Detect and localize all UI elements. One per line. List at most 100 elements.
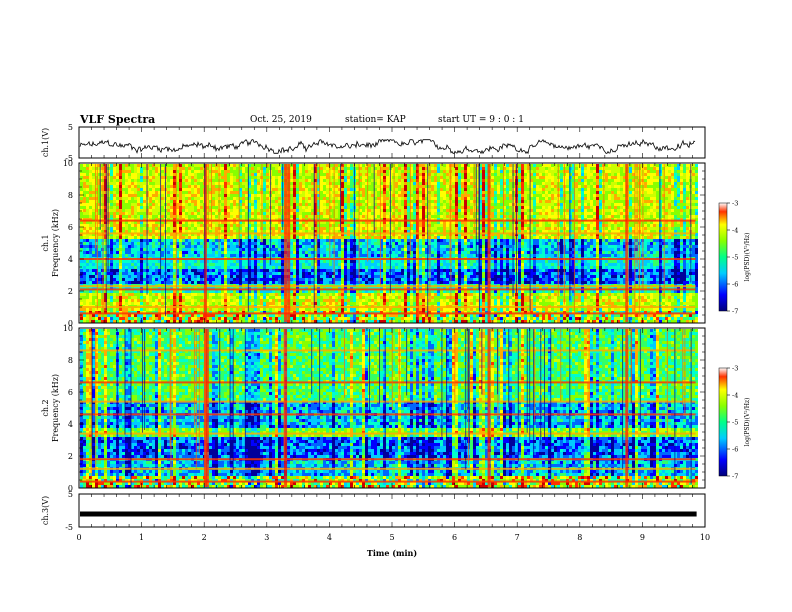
ch1-wave-ylabel: ch.1(V) (41, 128, 50, 157)
streak (513, 164, 514, 297)
streak (170, 329, 171, 446)
spectral-line (80, 481, 696, 483)
spectral-line (80, 381, 696, 383)
burst-line (488, 164, 491, 322)
streak (142, 329, 143, 433)
streak (569, 329, 570, 437)
x-tick-label: 9 (640, 533, 645, 542)
ch2-spec-ytick-label: 10 (63, 324, 73, 333)
streak (664, 164, 665, 298)
spectral-line (80, 401, 696, 403)
streak (550, 329, 551, 478)
streak (476, 164, 477, 257)
ch1-spec-ytick-label: 10 (63, 159, 73, 168)
flat-trace (80, 512, 697, 517)
streak (95, 329, 96, 470)
streak (690, 164, 691, 282)
spectral-line (80, 220, 696, 222)
wave-trace (80, 140, 695, 154)
streak (427, 164, 428, 317)
spectrogram-2 (80, 329, 698, 488)
streak (204, 164, 205, 285)
streak (465, 329, 466, 469)
streak (558, 164, 559, 297)
streak (533, 329, 534, 457)
spectral-line (80, 232, 696, 234)
spectral-line (80, 312, 696, 314)
streak (314, 164, 315, 308)
streak (503, 164, 504, 234)
streak (569, 164, 570, 300)
streak (367, 164, 368, 261)
colorbar-tick-label: -3 (732, 365, 738, 373)
streak (622, 329, 623, 469)
ch3-wave-ylabel: ch.3(V) (41, 496, 50, 525)
streak (454, 329, 455, 403)
streak (530, 164, 531, 311)
colorbar-label: log(PSD)(V²/Hz) (744, 398, 751, 447)
streak (369, 329, 370, 413)
spectral-line (80, 458, 696, 460)
ch3-wave-ytick-label: -5 (65, 523, 73, 532)
colorbar-tick-label: -7 (732, 473, 738, 481)
burst-line (625, 329, 628, 487)
streak (100, 164, 101, 230)
streak (311, 329, 312, 394)
streak (479, 164, 480, 311)
streak (674, 329, 675, 480)
x-tick-label: 7 (515, 533, 520, 542)
streak (534, 329, 535, 422)
streak (91, 329, 92, 480)
streak (211, 164, 212, 229)
colorbar-tick-label: -6 (732, 446, 738, 454)
spectral-line (80, 306, 696, 308)
streak (219, 329, 220, 413)
ch2-spec-ytick-label: 2 (68, 452, 73, 461)
ch2-spec-ytick-label: 4 (68, 420, 73, 429)
streak (230, 329, 231, 464)
streak (319, 164, 320, 238)
x-tick-label: 10 (700, 533, 710, 542)
colorbar-tick-label: -7 (732, 308, 738, 316)
spectral-line (80, 468, 696, 470)
streak (544, 329, 545, 440)
x-tick-label: 1 (139, 533, 144, 542)
streak (248, 164, 249, 312)
streak (117, 329, 118, 449)
streak (270, 164, 271, 265)
ch2-spec-ytick-label: 6 (68, 388, 73, 397)
streak (639, 164, 640, 316)
streak (518, 329, 519, 462)
colorbar-tick-label: -3 (732, 200, 738, 208)
streak (204, 329, 205, 421)
burst-line (206, 329, 209, 487)
streak (516, 164, 517, 293)
colorbar (719, 203, 727, 311)
streak (374, 164, 375, 233)
spectral-line (80, 288, 696, 290)
burst-line (287, 164, 290, 322)
streak (176, 164, 177, 320)
ch2-spec-ylabel: ch.2 (41, 399, 50, 416)
burst-line (284, 164, 287, 322)
streak (199, 329, 200, 454)
streak (392, 329, 393, 409)
ch2-spec-ytick-label: 8 (68, 356, 73, 365)
streak (95, 164, 96, 248)
streak (564, 164, 565, 305)
streak (329, 164, 330, 259)
streak (233, 329, 234, 470)
streak (474, 164, 475, 233)
x-tick-label: 4 (327, 533, 332, 542)
streak (667, 329, 668, 436)
ch1-spec-ylabel: ch.1 (41, 234, 50, 251)
x-axis-label: Time (min) (367, 548, 417, 558)
spectrogram-1 (80, 164, 698, 323)
streak (261, 164, 262, 243)
streak (124, 329, 125, 434)
ch3-wave-ytick-label: 5 (68, 490, 73, 499)
streak (603, 164, 604, 240)
colorbar-tick-label: -4 (732, 227, 738, 235)
colorbar-tick-label: -6 (732, 281, 738, 289)
x-tick-label: 6 (452, 533, 457, 542)
